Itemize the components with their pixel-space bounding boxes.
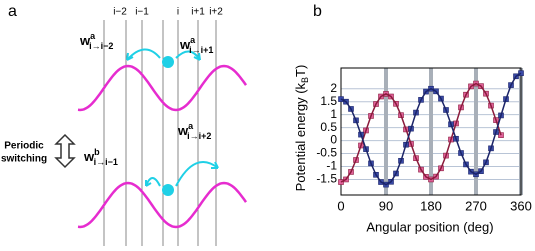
series-line [340, 82, 502, 183]
x-tick-label: 270 [465, 198, 487, 213]
switch-label: Periodic [4, 141, 44, 152]
x-tick-label: 90 [379, 198, 393, 213]
plot-frame [340, 67, 522, 196]
y-tick-label: 0 [330, 133, 337, 147]
rate-label: wa i→i−2 [79, 31, 113, 51]
x-tick-label: 360 [510, 198, 532, 213]
y-tick-label: 1.5 [320, 94, 337, 108]
y-tick-label: -1.5 [316, 172, 337, 186]
marker [498, 132, 504, 138]
rate-symbol: w [179, 37, 191, 52]
y-axis-label-part: T) [293, 65, 308, 77]
rate-superscript: a [190, 35, 196, 45]
y-axis-label: Potential energy (kBT) [293, 65, 310, 192]
particle [162, 56, 174, 68]
x-tick-label: 0 [337, 198, 344, 213]
lane-label: i+1 [191, 7, 205, 18]
series-line [340, 72, 522, 186]
y-tick-label: 0.5 [320, 120, 337, 134]
marker [518, 70, 524, 76]
panel-a: a i−2 i−1 i i+1 i+2 wa i→i−2 wa i→i+1wb i→i−1wa i… [1, 3, 248, 246]
switch-label: switching [1, 154, 47, 165]
lanes: i−2 i−1 i i+1 i+2 [103, 7, 223, 246]
particle [162, 184, 174, 196]
x-tick-label: 180 [420, 198, 442, 213]
y-tick-label: -0.5 [316, 146, 337, 160]
y-axis-label-part: Potential energy (k [293, 82, 308, 191]
panel-b: b Angular position (deg) Potential energ… [293, 3, 531, 234]
rate-subscript: i→i−2 [89, 41, 113, 51]
rate-symbol: w [177, 123, 189, 138]
double-arrow [54, 133, 76, 169]
rate-symbol: w [83, 149, 95, 164]
rate-label: wb i→i−1 [83, 147, 118, 167]
arrows [126, 48, 219, 187]
lane-label: i−2 [113, 7, 127, 18]
lane-label: i−1 [135, 7, 149, 18]
y-tick-label: 1 [330, 107, 337, 121]
rate-label: wa i→i+2 [177, 121, 211, 141]
panel-label: b [313, 3, 322, 20]
rates: wa i→i−2 wa i→i+1wb i→i−1wa i→i+2 [79, 31, 213, 167]
rate-subscript: i→i−1 [94, 157, 118, 167]
lane-label: i+2 [209, 7, 223, 18]
rate-subscript: i→i+1 [189, 45, 213, 55]
rate-label: wa i→i+1 [179, 35, 213, 55]
rate-superscript: b [94, 147, 100, 157]
rate-superscript: a [90, 31, 96, 41]
y-tick-label: 2 [330, 81, 337, 95]
rate-symbol: w [79, 33, 91, 48]
waves [77, 64, 248, 229]
y-axis-label-part: B [300, 77, 310, 83]
lane-label: i [177, 7, 179, 18]
wave [77, 181, 248, 229]
x-axis-label: Angular position (deg) [366, 219, 493, 234]
rate-superscript: a [188, 121, 194, 131]
wave [77, 64, 248, 112]
panel-label: a [8, 3, 17, 20]
rate-subscript: i→i+2 [187, 131, 211, 141]
y-tick-label: -1 [326, 159, 337, 173]
